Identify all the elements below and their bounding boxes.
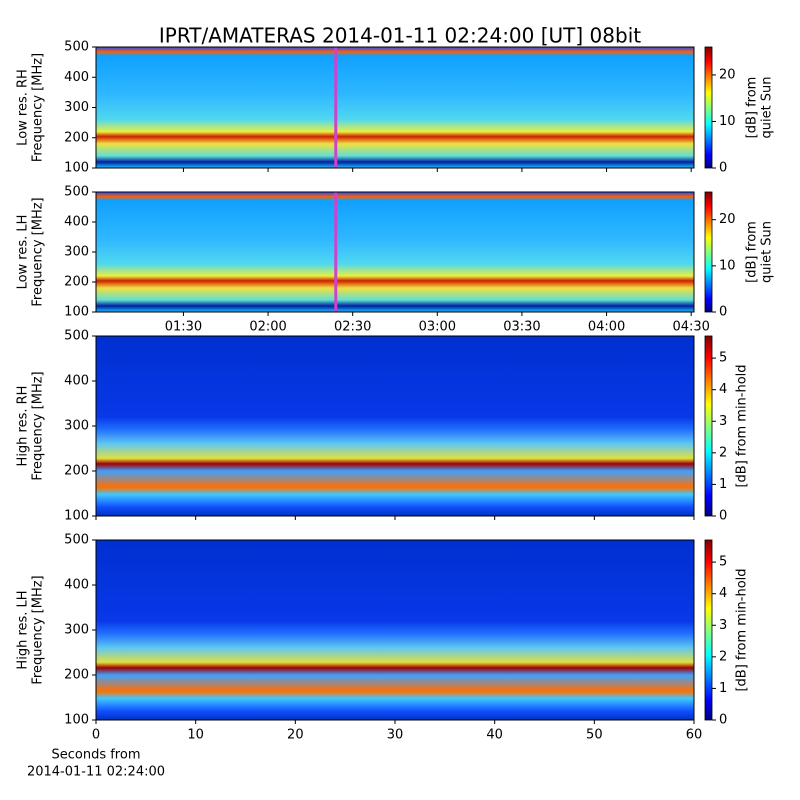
colorbar-tick-label: 2 [719, 649, 727, 664]
y-tick-label: 200 [64, 130, 89, 145]
x-tick-label: 10 [187, 728, 204, 743]
colorbar [704, 191, 713, 313]
spectrogram [96, 540, 694, 720]
chart-title: IPRT/AMATERAS 2014-01-11 02:24:00 [UT] 0… [159, 24, 641, 48]
colorbar [704, 46, 713, 169]
colorbar-tick-label: 0 [719, 509, 727, 524]
colorbar-tick-label: 20 [719, 67, 736, 82]
colorbar-tick-label: 5 [719, 555, 727, 570]
y-tick-label: 100 [64, 509, 89, 524]
colorbar-tick-label: 4 [719, 382, 727, 397]
x-tick-label: 04:00 [588, 320, 625, 335]
x-tick-label: 04:30 [672, 320, 709, 335]
colorbar-tick-label: 5 [719, 351, 727, 366]
y-tick-label: 500 [64, 185, 89, 200]
y-axis-label: High res. RH [16, 386, 31, 467]
spectrogram [96, 192, 694, 312]
colorbar-tick-label: 10 [719, 114, 736, 129]
colorbar-label: [dB] from [745, 77, 760, 139]
y-tick-label: 200 [64, 668, 89, 683]
colorbar-tick-label: 1 [719, 681, 727, 696]
colorbar-tick-label: 10 [719, 258, 736, 273]
colorbar-tick-label: 0 [719, 713, 727, 728]
colorbar-tick-label: 3 [719, 618, 727, 633]
x-tick-label: 50 [586, 728, 603, 743]
x-tick-label: 01:30 [165, 320, 202, 335]
y-axis-label: High res. LH [16, 590, 31, 669]
colorbar-label: [dB] from min-hold [735, 364, 750, 487]
y-axis-label: Frequency [MHz] [31, 53, 46, 162]
y-tick-label: 500 [64, 40, 89, 55]
y-tick-label: 300 [64, 419, 89, 434]
y-axis-label: Frequency [MHz] [31, 575, 46, 684]
y-tick-label: 200 [64, 464, 89, 479]
x-tick-label: 0 [92, 728, 100, 743]
y-tick-label: 400 [64, 374, 89, 389]
y-axis-label: Low res. RH [16, 69, 31, 146]
y-tick-label: 100 [64, 161, 89, 176]
y-axis-label: Low res. LH [16, 215, 31, 290]
y-tick-label: 400 [64, 578, 89, 593]
spectrogram [96, 336, 694, 516]
colorbar-tick-label: 0 [719, 161, 727, 176]
colorbar-tick-label: 1 [719, 477, 727, 492]
colorbar-tick-label: 2 [719, 445, 727, 460]
colorbar-tick-label: 3 [719, 414, 727, 429]
x-tick-label: 60 [686, 728, 703, 743]
y-axis-label: Frequency [MHz] [31, 371, 46, 480]
spectrogram [96, 47, 694, 168]
x-tick-label: 03:30 [503, 320, 540, 335]
y-tick-label: 400 [64, 215, 89, 230]
y-tick-label: 400 [64, 70, 89, 85]
colorbar-tick-label: 4 [719, 586, 727, 601]
x-tick-label: 20 [287, 728, 304, 743]
colorbar-tick-label: 0 [719, 305, 727, 320]
y-tick-label: 300 [64, 100, 89, 115]
colorbar-label: [dB] from min-hold [735, 568, 750, 691]
colorbar-label: quiet Sun [760, 76, 775, 138]
colorbar [704, 335, 713, 517]
x-tick-label: 40 [486, 728, 503, 743]
x-tick-label: 03:00 [419, 320, 456, 335]
colorbar-label: [dB] from [745, 221, 760, 283]
y-tick-label: 100 [64, 305, 89, 320]
y-tick-label: 300 [64, 245, 89, 260]
x-tick-label: 02:00 [249, 320, 286, 335]
y-tick-label: 500 [64, 533, 89, 548]
colorbar-label: quiet Sun [760, 221, 775, 283]
colorbar [704, 539, 713, 721]
y-tick-label: 100 [64, 713, 89, 728]
x-axis-label: 2014-01-11 02:24:00 [27, 765, 165, 780]
y-axis-label: Frequency [MHz] [31, 197, 46, 306]
y-tick-label: 300 [64, 623, 89, 638]
colorbar-tick-label: 20 [719, 212, 736, 227]
y-tick-label: 500 [64, 329, 89, 344]
y-tick-label: 200 [64, 275, 89, 290]
x-tick-label: 30 [387, 728, 404, 743]
x-axis-label: Seconds from [51, 748, 140, 763]
x-tick-label: 02:30 [334, 320, 371, 335]
